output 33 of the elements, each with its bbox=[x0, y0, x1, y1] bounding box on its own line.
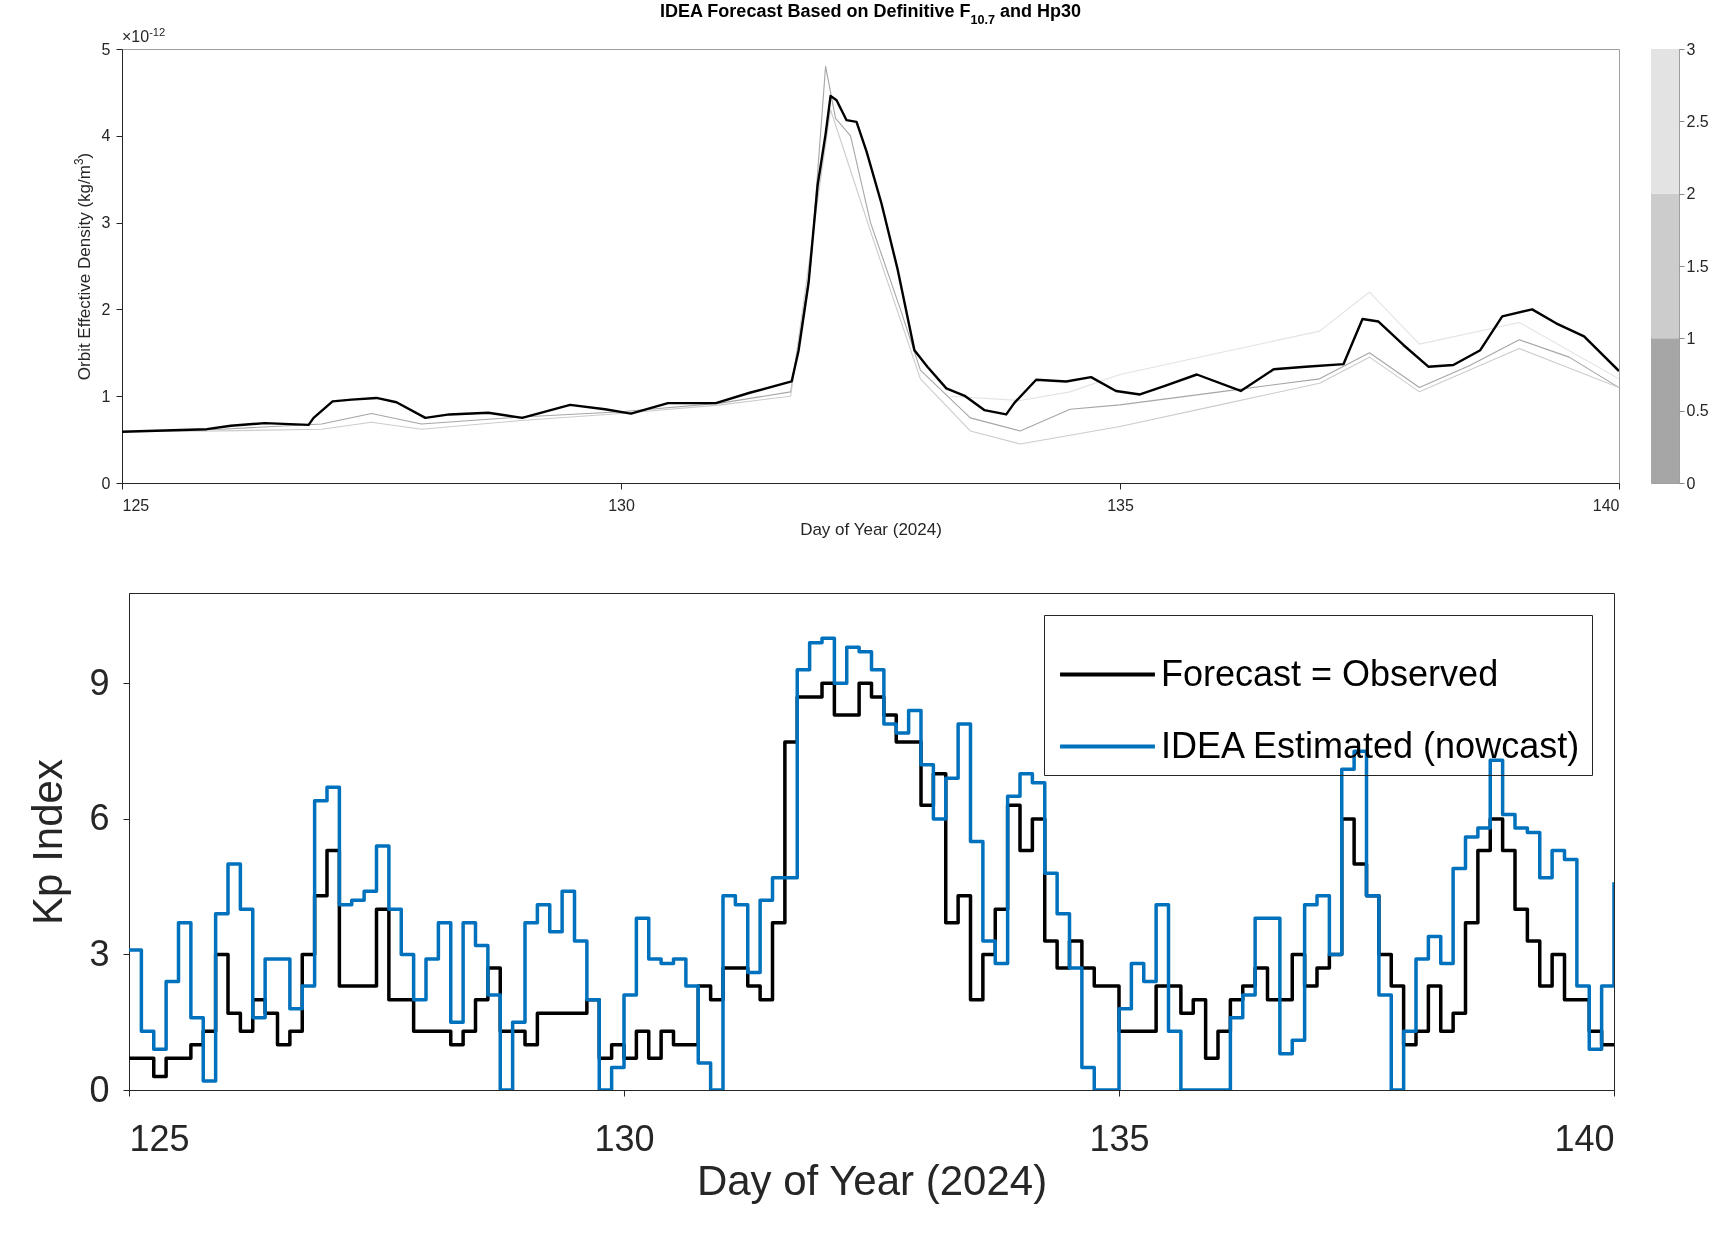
y-tick-label: 4 bbox=[101, 127, 111, 145]
x-axis-title: Day of Year (2024) bbox=[696, 1156, 1048, 1204]
chart-title: IDEA Forecast Based on Definitive F$_{10.7}$ and Hp30 bbox=[660, 1, 1081, 27]
color-bar-label: 0.5 bbox=[1686, 402, 1709, 420]
color-bar-label: 1 bbox=[1686, 329, 1696, 347]
x-tick-label: 140 bbox=[1592, 496, 1620, 514]
color-bar-label: 0 bbox=[1686, 474, 1696, 492]
y-tick-label: 6 bbox=[89, 797, 110, 839]
x-tick-label: 130 bbox=[608, 496, 635, 514]
y-tick-label: 3 bbox=[89, 932, 110, 974]
y-tick-label: 3 bbox=[101, 214, 111, 232]
x-tick-label: 140 bbox=[1554, 1117, 1615, 1159]
color-bar-label: 2 bbox=[1686, 185, 1696, 203]
text: ×10$^{-12}$ bbox=[122, 26, 166, 45]
y-axis-title: Kp Index bbox=[24, 759, 72, 925]
y-tick-label: 1 bbox=[101, 387, 111, 405]
y-tick-label: 0 bbox=[101, 474, 111, 492]
x-axis-title: Day of Year (2024) bbox=[800, 519, 942, 539]
legend-label: Forecast = Observed bbox=[1161, 652, 1499, 694]
x-tick-label: 135 bbox=[1107, 496, 1134, 514]
x-tick-label: 125 bbox=[122, 496, 150, 514]
x-tick-label: 130 bbox=[594, 1117, 655, 1159]
y-tick-label: 2 bbox=[101, 300, 111, 318]
color-bar-label: 3 bbox=[1686, 40, 1696, 58]
y-tick-label: 0 bbox=[89, 1068, 110, 1110]
legend-label: IDEA Estimated (nowcast) bbox=[1161, 724, 1580, 766]
line-series bbox=[949, 291, 1619, 402]
color-bar-label: 1.5 bbox=[1686, 257, 1709, 275]
y-tick-label: 9 bbox=[89, 661, 110, 703]
x-tick-label: 135 bbox=[1089, 1117, 1150, 1159]
y-tick-label: 5 bbox=[101, 40, 111, 58]
x-tick-label: 125 bbox=[129, 1117, 190, 1159]
color-bar-label: 2.5 bbox=[1686, 112, 1709, 130]
